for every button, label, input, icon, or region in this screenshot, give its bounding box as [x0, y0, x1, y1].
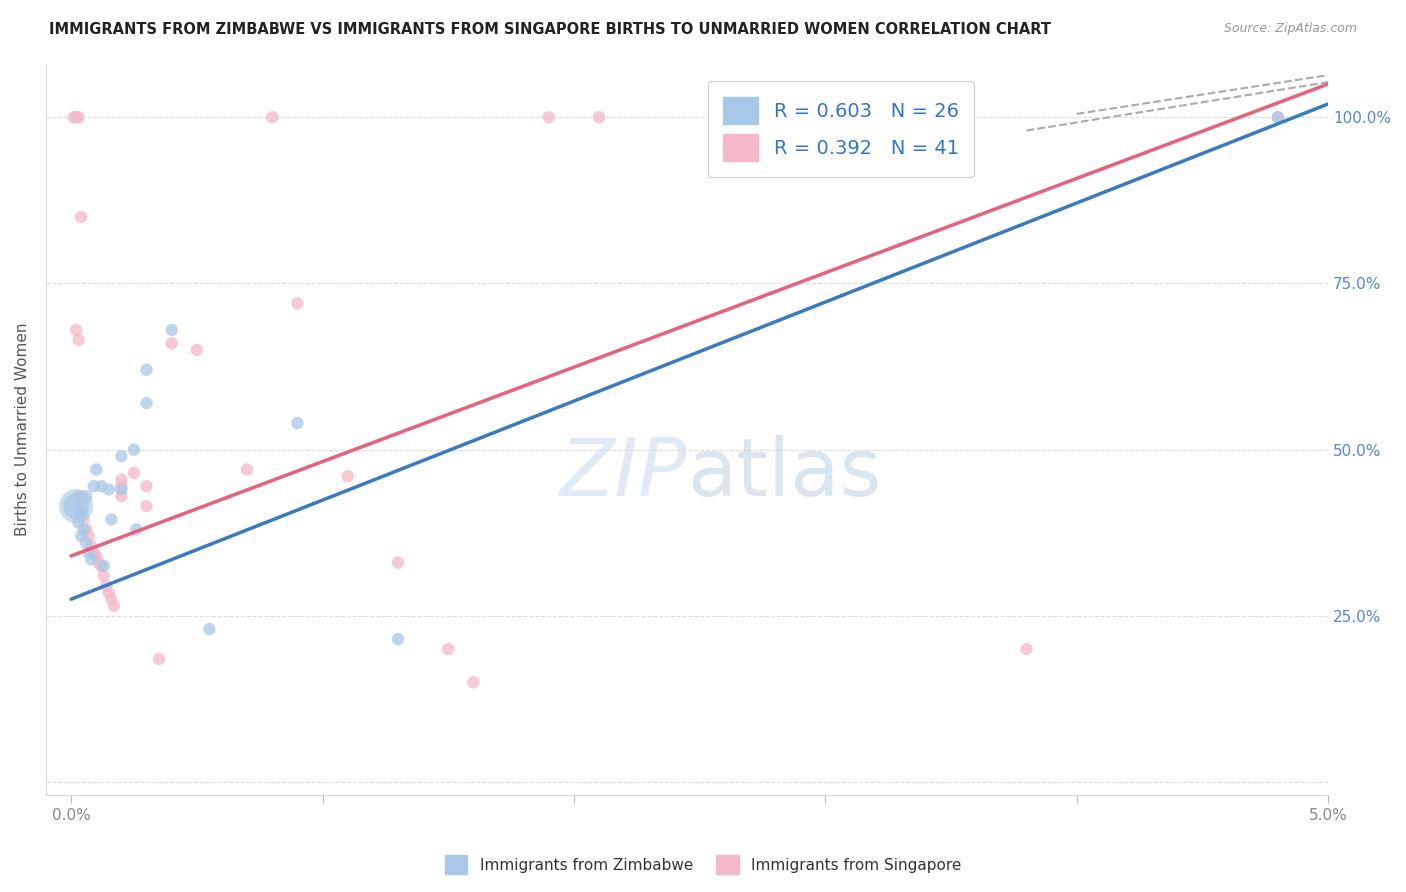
Point — [135, 396, 157, 410]
Point — [80, 539, 103, 553]
Point — [198, 622, 221, 636]
Point — [135, 479, 157, 493]
Legend: R = 0.603   N = 26, R = 0.392   N = 41: R = 0.603 N = 26, R = 0.392 N = 41 — [707, 81, 974, 177]
Point — [83, 479, 105, 493]
Point — [87, 556, 110, 570]
Point — [75, 522, 97, 536]
Point — [83, 546, 105, 560]
Point — [90, 558, 112, 573]
Point — [110, 483, 132, 497]
Point — [65, 499, 87, 513]
Point — [287, 416, 309, 430]
Point — [80, 552, 103, 566]
Point — [67, 110, 90, 124]
Point — [135, 499, 157, 513]
Point — [437, 642, 460, 657]
Point — [90, 479, 112, 493]
Point — [70, 529, 93, 543]
Point — [537, 110, 560, 124]
Point — [97, 585, 120, 599]
Point — [122, 442, 145, 457]
Point — [262, 110, 284, 124]
Point — [70, 210, 93, 224]
Point — [110, 450, 132, 464]
Point — [67, 333, 90, 347]
Point — [336, 469, 359, 483]
Point — [103, 599, 125, 613]
Point — [1267, 110, 1289, 124]
Point — [67, 516, 90, 530]
Point — [77, 529, 100, 543]
Point — [148, 652, 170, 666]
Y-axis label: Births to Unmarried Women: Births to Unmarried Women — [15, 323, 30, 536]
Point — [110, 473, 132, 487]
Point — [65, 323, 87, 337]
Point — [70, 492, 93, 507]
Point — [67, 489, 90, 503]
Point — [236, 462, 259, 476]
Point — [588, 110, 610, 124]
Point — [73, 512, 96, 526]
Point — [75, 489, 97, 503]
Point — [110, 489, 132, 503]
Point — [73, 522, 96, 536]
Point — [84, 462, 107, 476]
Text: atlas: atlas — [688, 434, 882, 513]
Legend: Immigrants from Zimbabwe, Immigrants from Singapore: Immigrants from Zimbabwe, Immigrants fro… — [439, 849, 967, 880]
Point — [463, 675, 485, 690]
Point — [100, 512, 122, 526]
Point — [65, 110, 87, 124]
Point — [1267, 110, 1289, 124]
Point — [122, 466, 145, 480]
Point — [1015, 642, 1038, 657]
Point — [387, 556, 409, 570]
Point — [70, 506, 93, 520]
Point — [387, 632, 409, 646]
Point — [100, 592, 122, 607]
Point — [135, 363, 157, 377]
Point — [287, 296, 309, 310]
Point — [186, 343, 208, 357]
Point — [93, 569, 115, 583]
Point — [65, 499, 87, 513]
Point — [110, 479, 132, 493]
Point — [77, 546, 100, 560]
Point — [93, 558, 115, 573]
Point — [75, 535, 97, 549]
Point — [97, 483, 120, 497]
Point — [125, 522, 148, 536]
Point — [96, 579, 118, 593]
Text: ZIP: ZIP — [560, 434, 688, 513]
Point — [160, 336, 183, 351]
Point — [160, 323, 183, 337]
Text: IMMIGRANTS FROM ZIMBABWE VS IMMIGRANTS FROM SINGAPORE BIRTHS TO UNMARRIED WOMEN : IMMIGRANTS FROM ZIMBABWE VS IMMIGRANTS F… — [49, 22, 1052, 37]
Text: Source: ZipAtlas.com: Source: ZipAtlas.com — [1223, 22, 1357, 36]
Point — [84, 549, 107, 563]
Point — [62, 110, 84, 124]
